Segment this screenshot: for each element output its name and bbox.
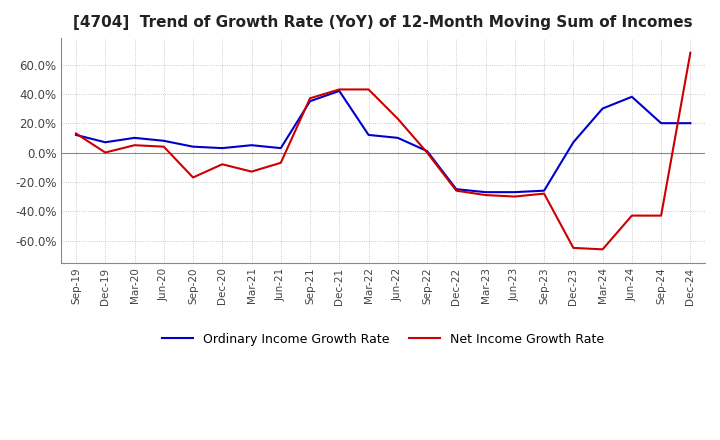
Net Income Growth Rate bbox=[306, 95, 315, 101]
Ordinary Income Growth Rate bbox=[394, 135, 402, 140]
Ordinary Income Growth Rate bbox=[569, 139, 577, 145]
Net Income Growth Rate bbox=[628, 213, 636, 218]
Ordinary Income Growth Rate bbox=[72, 132, 81, 138]
Net Income Growth Rate bbox=[540, 191, 549, 196]
Net Income Growth Rate bbox=[657, 213, 665, 218]
Ordinary Income Growth Rate bbox=[423, 148, 431, 154]
Net Income Growth Rate bbox=[159, 144, 168, 149]
Ordinary Income Growth Rate bbox=[306, 99, 315, 104]
Net Income Growth Rate bbox=[101, 150, 109, 155]
Ordinary Income Growth Rate bbox=[657, 121, 665, 126]
Line: Net Income Growth Rate: Net Income Growth Rate bbox=[76, 53, 690, 249]
Net Income Growth Rate bbox=[247, 169, 256, 174]
Line: Ordinary Income Growth Rate: Ordinary Income Growth Rate bbox=[76, 91, 690, 192]
Net Income Growth Rate bbox=[510, 194, 519, 199]
Ordinary Income Growth Rate bbox=[686, 121, 695, 126]
Net Income Growth Rate bbox=[481, 192, 490, 198]
Ordinary Income Growth Rate bbox=[159, 138, 168, 143]
Net Income Growth Rate bbox=[598, 247, 607, 252]
Ordinary Income Growth Rate bbox=[510, 190, 519, 195]
Net Income Growth Rate bbox=[335, 87, 343, 92]
Net Income Growth Rate bbox=[364, 87, 373, 92]
Net Income Growth Rate bbox=[189, 175, 197, 180]
Net Income Growth Rate bbox=[72, 131, 81, 136]
Ordinary Income Growth Rate bbox=[452, 187, 461, 192]
Net Income Growth Rate bbox=[218, 161, 227, 167]
Ordinary Income Growth Rate bbox=[276, 146, 285, 151]
Title: [4704]  Trend of Growth Rate (YoY) of 12-Month Moving Sum of Incomes: [4704] Trend of Growth Rate (YoY) of 12-… bbox=[73, 15, 693, 30]
Net Income Growth Rate bbox=[130, 143, 139, 148]
Ordinary Income Growth Rate bbox=[540, 188, 549, 193]
Net Income Growth Rate bbox=[569, 245, 577, 250]
Net Income Growth Rate bbox=[452, 188, 461, 193]
Ordinary Income Growth Rate bbox=[247, 143, 256, 148]
Ordinary Income Growth Rate bbox=[481, 190, 490, 195]
Ordinary Income Growth Rate bbox=[628, 94, 636, 99]
Ordinary Income Growth Rate bbox=[598, 106, 607, 111]
Ordinary Income Growth Rate bbox=[101, 139, 109, 145]
Ordinary Income Growth Rate bbox=[130, 135, 139, 140]
Net Income Growth Rate bbox=[423, 150, 431, 155]
Net Income Growth Rate bbox=[276, 160, 285, 165]
Ordinary Income Growth Rate bbox=[335, 88, 343, 94]
Ordinary Income Growth Rate bbox=[364, 132, 373, 138]
Ordinary Income Growth Rate bbox=[189, 144, 197, 149]
Net Income Growth Rate bbox=[686, 50, 695, 55]
Ordinary Income Growth Rate bbox=[218, 146, 227, 151]
Net Income Growth Rate bbox=[394, 116, 402, 121]
Legend: Ordinary Income Growth Rate, Net Income Growth Rate: Ordinary Income Growth Rate, Net Income … bbox=[157, 327, 609, 351]
